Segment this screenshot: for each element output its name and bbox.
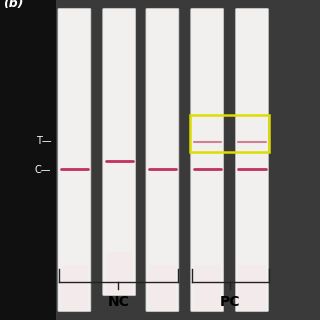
Bar (194, 265, 221, 310)
FancyBboxPatch shape (191, 8, 224, 312)
FancyBboxPatch shape (103, 8, 136, 296)
Bar (106, 252, 133, 294)
Bar (238, 265, 266, 310)
FancyBboxPatch shape (58, 8, 91, 312)
FancyBboxPatch shape (146, 8, 179, 312)
Bar (61, 265, 88, 310)
FancyBboxPatch shape (236, 8, 268, 312)
Text: C—: C— (35, 164, 51, 175)
Text: T—: T— (36, 136, 51, 146)
Text: NC: NC (108, 295, 129, 309)
Text: (b): (b) (3, 0, 24, 10)
Bar (149, 265, 176, 310)
Bar (190, 115, 269, 152)
Text: PC: PC (220, 295, 241, 309)
Bar (0, 0, 56, 320)
